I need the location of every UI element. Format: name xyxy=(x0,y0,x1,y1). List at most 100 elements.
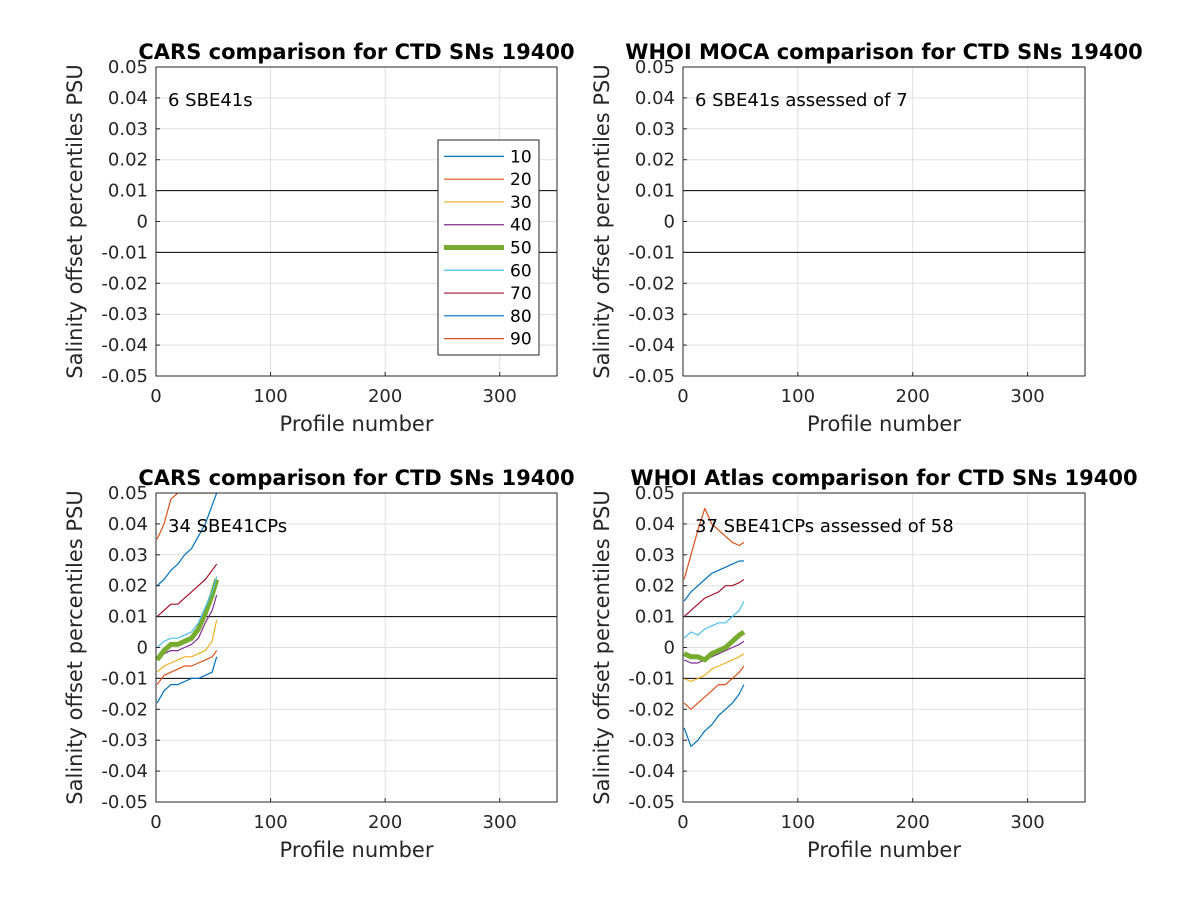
series-line-40 xyxy=(156,594,218,661)
chart-title: WHOI Atlas comparison for CTD SNs 19400 xyxy=(630,466,1137,490)
y-tick-label: 0 xyxy=(664,212,675,233)
y-tick-label: 0.02 xyxy=(635,150,675,171)
x-tick-label: 100 xyxy=(253,812,287,833)
legend-label-20: 20 xyxy=(510,170,532,190)
legend-label-10: 10 xyxy=(510,147,532,167)
x-tick-label: 100 xyxy=(781,812,815,833)
subplot-3: 0 100 200 300 0.05 0.04 0.03 0.02 0.01 0 -0.01 -0.0… xyxy=(63,466,575,862)
annotation-text: 37 SBE41CPs assessed of 58 xyxy=(695,516,954,537)
legend-label-30: 30 xyxy=(510,193,532,213)
y-axis-label: Salinity offset percentiles PSU xyxy=(63,490,87,804)
annotation-text: 6 SBE41s xyxy=(168,90,253,111)
series-group xyxy=(683,507,746,748)
series-line-60 xyxy=(156,576,218,648)
y-tick-label: 0.04 xyxy=(635,514,675,535)
series-line-10 xyxy=(683,684,745,748)
y-tick-label: 0.02 xyxy=(108,576,148,597)
series-line-30 xyxy=(683,653,745,683)
y-tick-label: -0.02 xyxy=(628,699,675,720)
series-line-30 xyxy=(156,619,218,673)
x-tick-label: 0 xyxy=(150,386,161,407)
y-tick-label: -0.05 xyxy=(101,792,148,813)
series-line-50 xyxy=(683,629,746,663)
y-tick-label: -0.01 xyxy=(101,242,148,263)
x-axis-label: Profile number xyxy=(807,412,961,436)
annotation-text: 34 SBE41CPs xyxy=(168,516,287,537)
x-tick-label: 300 xyxy=(483,386,517,407)
y-tick-label: 0.03 xyxy=(108,119,148,140)
y-tick-label: -0.01 xyxy=(628,668,675,689)
y-axis-label: Salinity offset percentiles PSU xyxy=(590,64,614,378)
series-line-20 xyxy=(683,665,745,710)
series-line-10 xyxy=(156,656,218,704)
series-line-80 xyxy=(156,493,218,587)
series-line-90 xyxy=(683,507,745,580)
legend-label-40: 40 xyxy=(510,216,532,236)
y-tick-label: 0.01 xyxy=(108,607,148,628)
chart-title: CARS comparison for CTD SNs 19400 xyxy=(138,40,574,64)
y-axis-label: Salinity offset percentiles PSU xyxy=(63,64,87,378)
y-tick-label: -0.04 xyxy=(628,761,675,782)
y-tick-label: 0 xyxy=(137,638,148,659)
legend-label-70: 70 xyxy=(510,284,532,304)
x-tick-label: 100 xyxy=(781,386,815,407)
series-line-90 xyxy=(156,493,217,540)
y-tick-label: 0.01 xyxy=(635,181,675,202)
x-axis-label: Profile number xyxy=(807,838,961,862)
legend-label-80: 80 xyxy=(510,307,532,327)
x-tick-label: 100 xyxy=(253,386,287,407)
y-tick-label: 0 xyxy=(137,212,148,233)
y-tick-label: 0.02 xyxy=(635,576,675,597)
x-tick-label: 300 xyxy=(483,812,517,833)
legend-label-90: 90 xyxy=(510,330,532,350)
series-line-70 xyxy=(156,563,218,618)
y-axis-label: Salinity offset percentiles PSU xyxy=(590,490,614,804)
y-tick-label: 0.04 xyxy=(108,88,148,109)
series-line-20 xyxy=(156,650,218,685)
x-tick-label: 200 xyxy=(368,386,402,407)
y-tick-label: 0.05 xyxy=(635,483,675,504)
y-tick-label: 0.05 xyxy=(108,483,148,504)
y-tick-label: 0 xyxy=(664,638,675,659)
x-tick-label: 0 xyxy=(150,812,161,833)
y-tick-label: 0.05 xyxy=(635,57,675,78)
y-tick-label: 0.04 xyxy=(635,88,675,109)
x-axis-label: Profile number xyxy=(280,838,434,862)
annotation-text: 6 SBE41s assessed of 7 xyxy=(695,90,908,111)
y-tick-label: -0.02 xyxy=(628,273,675,294)
y-tick-label: -0.01 xyxy=(101,668,148,689)
chart-title: CARS comparison for CTD SNs 19400 xyxy=(138,466,574,490)
y-tick-label: 0.04 xyxy=(108,514,148,535)
subplot-2: 0 100 200 300 0.05 0.04 0.03 0.02 0.01 0 -0.01 -0.0… xyxy=(590,40,1143,436)
series-line-50 xyxy=(156,578,220,662)
y-tick-label: -0.04 xyxy=(101,335,148,356)
y-tick-label: -0.02 xyxy=(101,273,148,294)
x-tick-label: 200 xyxy=(896,812,930,833)
series-line-70 xyxy=(683,579,745,618)
series-line-40 xyxy=(683,640,745,664)
x-tick-label: 300 xyxy=(1010,386,1044,407)
legend-label-60: 60 xyxy=(510,261,532,281)
y-tick-label: 0.03 xyxy=(635,545,675,566)
y-tick-label: -0.03 xyxy=(101,304,148,325)
y-tick-label: 0.05 xyxy=(108,57,148,78)
legend-label-50: 50 xyxy=(510,239,532,259)
y-tick-label: -0.01 xyxy=(628,242,675,263)
x-axis-label: Profile number xyxy=(280,412,434,436)
y-tick-label: 0.03 xyxy=(108,545,148,566)
y-tick-label: -0.04 xyxy=(101,761,148,782)
y-tick-label: -0.05 xyxy=(628,366,675,387)
x-tick-label: 300 xyxy=(1010,812,1044,833)
y-tick-label: 0.01 xyxy=(108,181,148,202)
y-tick-label: -0.03 xyxy=(628,304,675,325)
y-tick-label: -0.03 xyxy=(101,730,148,751)
y-tick-label: -0.05 xyxy=(101,366,148,387)
x-tick-label: 0 xyxy=(677,386,688,407)
subplot-4: 0 100 200 300 0.05 0.04 0.03 0.02 0.01 0 -0.01 -0.0… xyxy=(590,466,1138,862)
y-tick-label: -0.05 xyxy=(628,792,675,813)
series-line-80 xyxy=(683,560,744,602)
series-group xyxy=(156,493,220,704)
chart-title: WHOI MOCA comparison for CTD SNs 19400 xyxy=(625,40,1142,64)
